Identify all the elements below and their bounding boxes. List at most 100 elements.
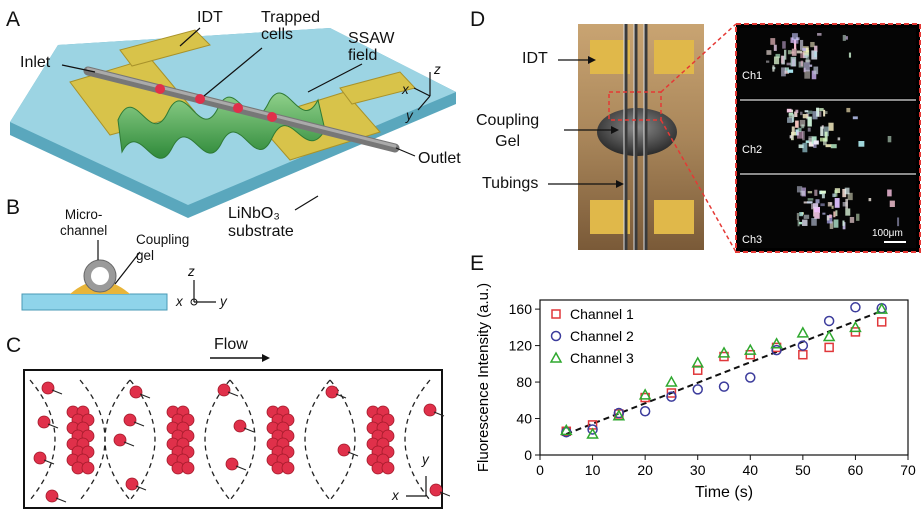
fluor-speck: [825, 144, 832, 148]
cell-arrow: [135, 485, 147, 491]
idt-leader: [179, 27, 201, 47]
fluor-speck: [800, 60, 804, 67]
fluor-speck: [790, 51, 795, 54]
fluor-speck: [770, 38, 776, 45]
axis-z-b: z: [188, 264, 195, 279]
free-cell: [37, 415, 51, 429]
fluor-speck: [842, 220, 845, 226]
legend-label: Channel 2: [570, 328, 634, 344]
fluor-speck: [784, 70, 790, 74]
label-ssaw-field: SSAW field: [348, 30, 395, 64]
fluor-speck: [798, 221, 803, 225]
free-cell: [325, 385, 339, 399]
point-channel-2: [797, 340, 809, 351]
chart-legend: Channel 1 Channel 2 Channel 3: [549, 306, 634, 366]
fluor-speck: [795, 120, 799, 128]
photo-idt-left: [590, 40, 630, 74]
outlet-leader: [395, 147, 416, 157]
gel-leader: [114, 251, 141, 285]
point-channel-1: [798, 349, 808, 360]
free-cell: [217, 383, 231, 397]
point-channel-3: [717, 346, 731, 358]
fluor-speck: [791, 58, 796, 67]
point-channel-3: [822, 329, 836, 342]
point-channel-2: [587, 424, 598, 435]
photo-idt-bottom-right: [654, 200, 694, 234]
label-ch3: Ch3: [742, 234, 763, 246]
cell-arrow: [227, 391, 239, 397]
fluor-speck: [802, 48, 808, 51]
fluor-speck: [845, 36, 848, 40]
cell-arrow: [439, 491, 450, 497]
fluor-speck: [787, 117, 793, 123]
point-channel-3: [691, 356, 704, 368]
point-channel-3: [770, 337, 783, 349]
free-cell: [337, 443, 351, 457]
free-cell: [233, 419, 247, 433]
fluor-speck: [775, 53, 781, 59]
fluor-speck: [834, 198, 840, 208]
label-trapped-cells: Trapped cells: [261, 9, 320, 43]
point-channel-2: [850, 302, 861, 313]
fluor-speck: [834, 190, 838, 197]
cell-arrow: [243, 427, 255, 433]
fluor-speck: [823, 109, 826, 117]
axis-z-a: z: [434, 62, 441, 77]
free-cell: [123, 413, 137, 427]
fluor-speck: [832, 193, 836, 198]
fluor-speck: [823, 126, 829, 137]
trapping-diagram: [23, 354, 450, 509]
fluor-speck: [842, 188, 847, 198]
axis-y-a: y: [406, 108, 413, 123]
fluor-speck: [787, 69, 794, 73]
point-channel-3: [612, 409, 626, 421]
fluor-speck: [826, 214, 833, 224]
fluor-speck: [824, 111, 828, 115]
axis-y-c: y: [422, 452, 429, 467]
fluor-speck: [842, 202, 848, 207]
cell-arrow: [123, 441, 135, 447]
fluor-speck: [817, 111, 822, 117]
fluor-speck: [822, 212, 826, 215]
fluor-speck: [807, 116, 812, 127]
x-tick-label: 0: [536, 462, 544, 478]
panel-letter-d: D: [470, 8, 486, 31]
y-tick-label: 40: [516, 411, 532, 427]
fluor-speck: [858, 141, 865, 147]
fluor-speck: [848, 52, 852, 58]
axis-x-b-dot: [190, 298, 198, 306]
photo-tubings: [624, 24, 648, 250]
photo-idt-right: [654, 40, 694, 74]
point-channel-3: [586, 427, 599, 439]
fluor-speck: [847, 192, 853, 201]
fluor-speck: [856, 213, 860, 221]
fluor-speck: [805, 55, 810, 63]
x-tick-label: 30: [690, 462, 706, 478]
fluor-speck: [803, 62, 810, 72]
fluor-speck: [807, 110, 813, 114]
fluor-speck: [802, 219, 808, 226]
fluor-speck: [828, 122, 834, 131]
fluor-speck: [807, 127, 811, 132]
fluor-speck: [814, 51, 817, 57]
label-d-tubings: Tubings: [482, 175, 539, 192]
fluor-speck: [773, 56, 780, 65]
cell-arrow: [235, 465, 247, 471]
fluor-speck: [791, 33, 798, 41]
fluor-speck: [813, 140, 819, 145]
fluor-speck: [811, 70, 817, 80]
photo-idt-bottom-left: [590, 200, 630, 234]
fluor-speck: [811, 203, 814, 210]
fluor-speck: [811, 50, 818, 60]
fluor-speck: [800, 190, 805, 196]
fluor-speck: [811, 136, 817, 144]
fluor-speck: [835, 210, 838, 217]
x-tick-label: 60: [848, 462, 864, 478]
axis-y-b: y: [220, 294, 227, 309]
fluor-speck: [789, 135, 793, 139]
fluor-speck: [773, 44, 777, 51]
trapped-cell: [267, 112, 277, 122]
point-channel-1: [824, 342, 834, 353]
label-outlet: Outlet: [418, 150, 461, 167]
fluor-speck: [808, 136, 813, 143]
